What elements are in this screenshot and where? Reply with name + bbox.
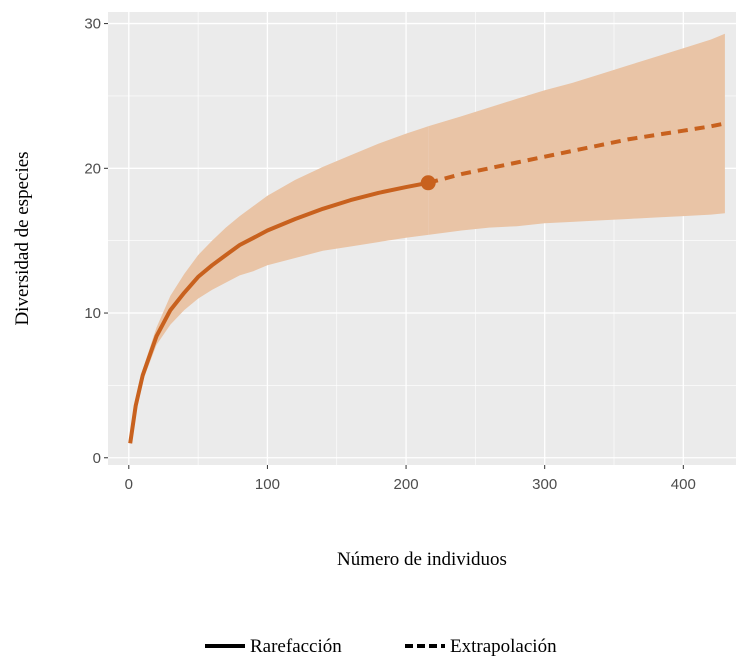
band-rarefaccion — [130, 126, 429, 444]
legend: Rarefacción Extrapolación — [205, 636, 557, 657]
confidence-bands — [130, 33, 725, 444]
y-axis-title: Diversidad de especies — [12, 151, 33, 325]
legend-label-extrapolacion: Extrapolación — [450, 636, 557, 657]
legend-label-rarefaccion: Rarefacción — [250, 636, 342, 657]
x-tick-label-4: 400 — [671, 476, 696, 493]
x-tick-label-3: 300 — [532, 476, 557, 493]
series-lines — [128, 121, 726, 444]
x-axis-title: Número de individuos — [337, 549, 507, 570]
band-extrapolacion — [428, 33, 725, 235]
x-axis: 0 100 200 300 400 — [125, 465, 696, 493]
y-tick-label-1: 10 — [84, 305, 101, 322]
y-tick-label-3: 30 — [84, 16, 101, 33]
x-tick-label-2: 200 — [394, 476, 419, 493]
y-tick-label-2: 20 — [84, 160, 101, 177]
line-rarefaccion — [128, 180, 429, 444]
x-tick-label-0: 0 — [125, 476, 133, 493]
y-tick-label-0: 0 — [93, 450, 101, 467]
observed-point — [420, 175, 436, 191]
line-extrapolacion — [427, 121, 726, 185]
x-tick-label-1: 100 — [255, 476, 280, 493]
y-axis: 0 10 20 30 — [84, 16, 108, 467]
